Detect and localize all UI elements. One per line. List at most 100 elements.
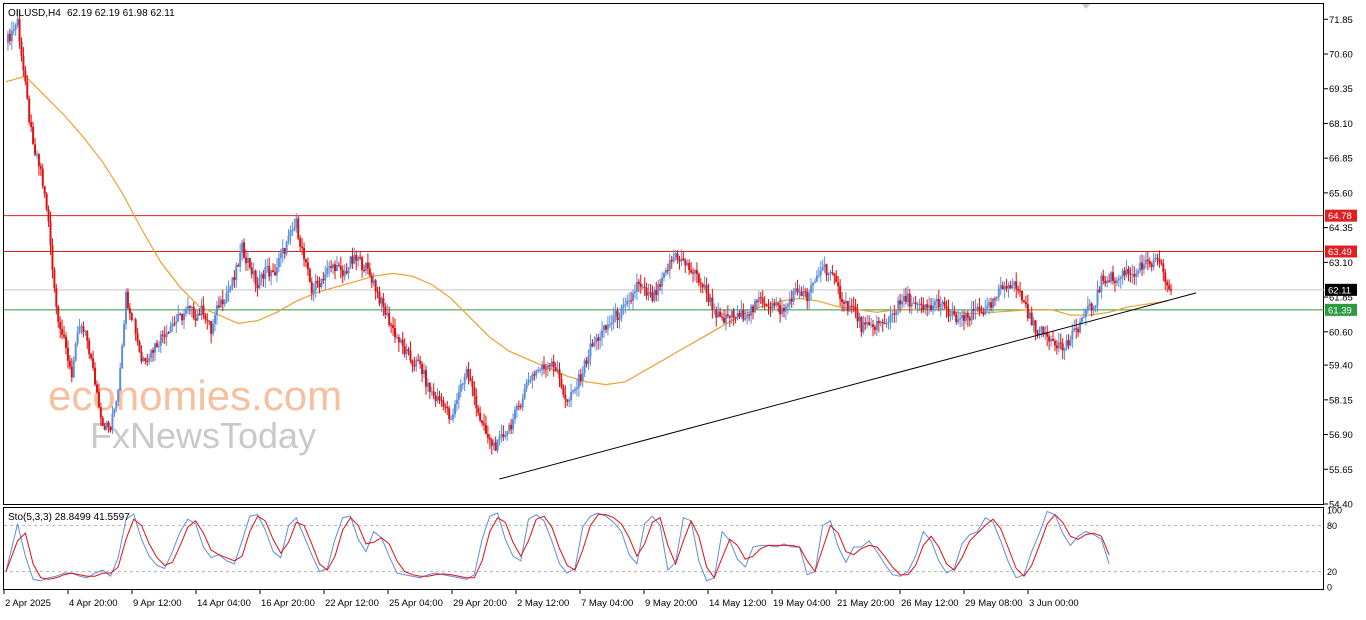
candle-body xyxy=(148,357,151,362)
candle-body xyxy=(908,293,911,307)
candle-body xyxy=(794,288,797,291)
candle-body xyxy=(10,31,13,42)
candle-body xyxy=(1144,259,1147,265)
candle-body xyxy=(608,324,611,326)
candle-body xyxy=(891,313,894,315)
candle-body xyxy=(841,298,844,302)
candle-body xyxy=(268,266,271,277)
candle-body xyxy=(291,230,294,232)
candle-body xyxy=(275,267,278,276)
candle-body xyxy=(719,311,722,317)
candle-body xyxy=(504,435,507,438)
candle-body xyxy=(573,389,576,391)
candle-body xyxy=(1100,275,1103,292)
chart-shift-marker-icon[interactable] xyxy=(1082,4,1090,9)
candle-body xyxy=(597,337,600,341)
candle-body xyxy=(736,313,739,319)
candle-body xyxy=(953,311,956,315)
candle-body xyxy=(57,306,60,323)
candle-body xyxy=(212,323,215,334)
candle-body xyxy=(800,291,803,296)
x-tick-label: 16 Apr 20:00 xyxy=(261,598,315,609)
candle-body xyxy=(711,297,714,311)
candle-body xyxy=(707,292,710,302)
candle-body xyxy=(1026,304,1029,319)
candle-body xyxy=(190,306,193,308)
candle-body xyxy=(618,318,621,321)
candle-body xyxy=(363,269,366,272)
candle-body xyxy=(1042,326,1045,335)
candle-body xyxy=(622,305,625,308)
symbol-label: OILUSD,H4 xyxy=(8,8,61,19)
candle-body xyxy=(51,245,54,270)
candle-body xyxy=(988,302,991,306)
candle-body xyxy=(684,260,687,266)
candle-body xyxy=(233,277,236,281)
candle-body xyxy=(483,423,486,425)
candle-body xyxy=(864,322,867,325)
candle-body xyxy=(810,285,813,293)
candle-body xyxy=(419,360,422,364)
candle-body xyxy=(808,292,811,302)
candle-body xyxy=(246,258,249,264)
candle-body xyxy=(26,81,29,99)
candle-body xyxy=(730,310,733,318)
candle-body xyxy=(183,313,186,321)
candle-body xyxy=(1170,289,1173,291)
candle-body xyxy=(868,322,871,325)
candle-body xyxy=(430,391,433,393)
candle-body xyxy=(97,392,100,408)
candle-body xyxy=(837,282,840,287)
candle-body xyxy=(910,303,913,307)
candle-body xyxy=(123,323,126,346)
candle-body xyxy=(980,311,983,313)
candle-body xyxy=(761,298,764,304)
candle-body xyxy=(839,286,842,299)
candle-body xyxy=(334,264,336,272)
candle-body xyxy=(285,241,288,254)
candle-body xyxy=(353,255,356,264)
y-tick-label: 60.60 xyxy=(1329,327,1353,338)
candle-body xyxy=(1162,263,1165,273)
candle-body xyxy=(1106,280,1109,284)
horizontal-levels xyxy=(4,215,1324,311)
candle-body xyxy=(78,326,81,333)
candle-body xyxy=(1158,259,1161,263)
candle-body xyxy=(105,422,108,430)
candle-body xyxy=(945,306,948,309)
candle-body xyxy=(35,154,38,156)
candle-body xyxy=(813,281,816,283)
candle-body xyxy=(500,434,503,437)
candle-body xyxy=(959,318,962,320)
candle-body xyxy=(1119,276,1122,279)
candle-body xyxy=(955,314,958,323)
candle-body xyxy=(1110,272,1113,282)
candle-body xyxy=(423,370,426,375)
candle-body xyxy=(407,349,410,351)
candle-body xyxy=(219,299,222,308)
candle-body xyxy=(695,270,698,274)
y-tick-label: 61.85 xyxy=(1329,293,1353,304)
candle-body xyxy=(283,248,286,254)
candle-body xyxy=(84,331,87,333)
candle-body xyxy=(635,281,638,292)
candle-body xyxy=(1075,328,1078,330)
candle-body xyxy=(775,302,778,306)
candle-body xyxy=(117,389,120,402)
candle-body xyxy=(14,24,17,30)
candle-body xyxy=(409,350,412,361)
candle-body xyxy=(697,273,700,283)
candle-body xyxy=(134,319,137,334)
candle-body xyxy=(523,388,526,399)
candle-body xyxy=(616,310,619,321)
candle-body xyxy=(223,301,226,305)
stochastic-indicator: 100 80 20 0 xyxy=(4,506,1342,593)
candle-body xyxy=(486,434,489,438)
candle-body xyxy=(610,322,613,325)
candle-body xyxy=(163,335,166,337)
candle-body xyxy=(647,292,650,296)
candle-body xyxy=(335,265,338,272)
candle-body xyxy=(1135,273,1138,277)
candle-body xyxy=(59,322,62,330)
